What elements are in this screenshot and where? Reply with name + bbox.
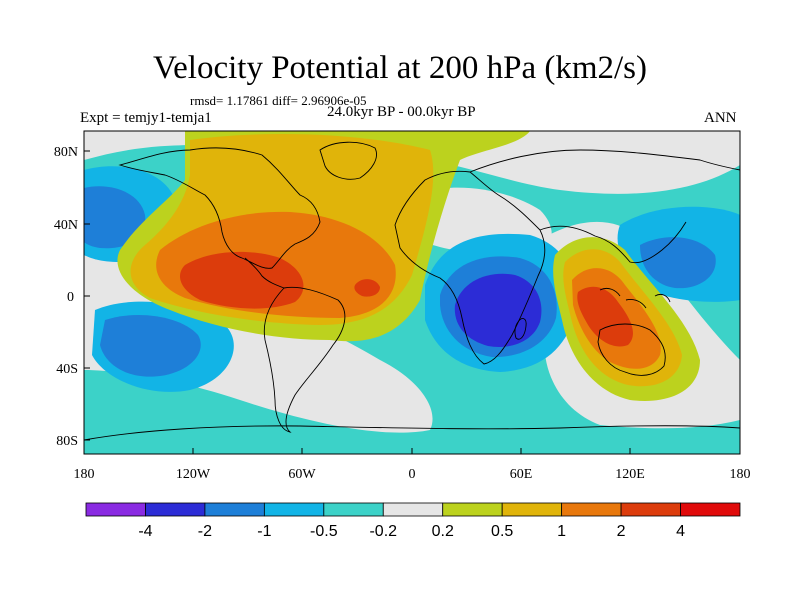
pos-4-region-maritime <box>577 286 633 347</box>
neg-2-region-nw-pacific <box>84 186 146 249</box>
lon-tick-label: 120W <box>176 467 211 482</box>
lon-tick-marks <box>83 448 741 454</box>
coastline-madagascar <box>514 318 527 340</box>
neg-2-region-s-pacific <box>100 315 201 377</box>
colorbar-label: 2 <box>617 523 626 540</box>
coastline-greenland <box>319 141 377 180</box>
map-field <box>84 131 740 454</box>
colorbar-label: 4 <box>676 523 685 540</box>
lat-tick-label: 80S <box>56 434 78 449</box>
colorbar-swatch <box>442 502 503 517</box>
experiment-label: Expt = temjy1-temja1 <box>80 110 212 126</box>
colorbar-label: -0.2 <box>369 523 397 540</box>
coastline-asia <box>469 149 740 264</box>
colorbar: -4 -2 -1 -0.5 -0.2 0.2 0.5 1 2 4 <box>85 502 741 540</box>
lon-tick-label: 180 <box>730 467 751 482</box>
coastlines <box>84 141 740 441</box>
pos-4-region-americas <box>180 251 304 309</box>
colorbar-swatch <box>620 502 681 517</box>
stats-line: rmsd= 1.17861 diff= 2.96906e-05 <box>190 93 367 108</box>
coastline-europe-africa <box>394 170 546 365</box>
lon-tick-label: 60E <box>510 467 533 482</box>
coastline-antarctica <box>84 425 740 441</box>
lon-tick-label: 0 <box>409 467 416 482</box>
colorbar-label: 0.5 <box>491 523 513 540</box>
colorbar-label: -1 <box>257 523 271 540</box>
neg-2-region-w-pacific <box>640 237 716 289</box>
colorbar-label: -2 <box>198 523 212 540</box>
coastline-maritime-islands <box>599 287 671 309</box>
lon-tick-label: 60W <box>288 467 316 482</box>
lon-tick-label: 180 <box>74 467 95 482</box>
lon-tick-label: 120E <box>615 467 645 482</box>
colorbar-swatch <box>501 502 563 517</box>
colorbar-label: 0.2 <box>432 523 454 540</box>
colorbar-swatch <box>561 502 622 517</box>
lat-tick-marks <box>84 150 90 441</box>
lat-tick-label: 40S <box>56 362 78 377</box>
colorbar-label: -4 <box>138 523 152 540</box>
colorbar-swatch <box>204 502 265 517</box>
figure-title: Velocity Potential at 200 hPa (km2/s) <box>152 50 648 86</box>
coastline-north-america <box>118 147 321 269</box>
colorbar-label: 1 <box>557 523 566 540</box>
colorbar-swatch <box>382 502 444 517</box>
lat-tick-label: 80N <box>54 145 78 160</box>
coastline-central-america <box>244 257 285 289</box>
colorbar-label: -0.5 <box>310 523 338 540</box>
lon-tick-labels: 180 120W 60W 0 60E 120E 180 <box>74 467 751 482</box>
colorbar-swatch <box>323 502 384 517</box>
colorbar-swatch <box>263 502 325 517</box>
season-label: ANN <box>704 110 737 126</box>
coastline-australia <box>597 323 666 376</box>
lat-tick-label: 0 <box>67 290 74 305</box>
neg-3-region-indian <box>454 273 542 347</box>
coastline-south-america <box>263 286 346 433</box>
lat-tick-labels: 80N 40N 0 40S 80S <box>54 145 78 449</box>
colorbar-swatch <box>145 502 206 517</box>
period-label: 24.0kyr BP - 00.0kyr BP <box>327 104 476 120</box>
lat-tick-label: 40N <box>54 218 78 233</box>
colorbar-swatch <box>680 502 741 517</box>
colorbar-swatch <box>85 502 146 517</box>
pos-4-patch-atlantic <box>354 279 380 297</box>
